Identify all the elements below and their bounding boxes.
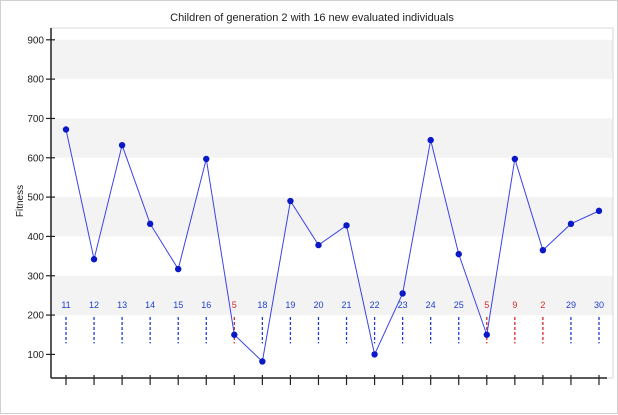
fitness-line (65, 129, 600, 363)
y-tick-label: 400 (27, 232, 44, 243)
data-point (146, 220, 154, 228)
y-axis: 100 200 300 400 500 600 700 800 900 (27, 28, 55, 378)
y-tick-label: 800 (27, 75, 44, 86)
data-point (118, 141, 126, 149)
y-tick-label: 300 (27, 271, 44, 282)
data-point (427, 136, 434, 144)
data-point (175, 265, 182, 273)
individual-label: 18 (257, 300, 267, 310)
y-tick-label: 600 (27, 153, 44, 164)
data-point (483, 331, 490, 338)
data-point (455, 250, 462, 258)
grid-band (51, 39, 613, 80)
individual-label: 25 (454, 300, 464, 310)
y-tick-label: 700 (27, 114, 44, 125)
y-tick-label: 900 (27, 35, 44, 46)
grid-band (51, 197, 613, 237)
fitness-series (65, 129, 600, 363)
individual-label: 23 (398, 300, 408, 310)
individual-label: 22 (370, 300, 380, 310)
individual-label: 15 (173, 300, 183, 310)
individual-label: 30 (594, 300, 604, 310)
data-point (595, 207, 603, 215)
individual-labels: 11 12 13 14 15 16 5 18 19 20 21 22 23 24 25 5 9 2 29 30 (61, 300, 604, 310)
grid-band (51, 275, 613, 316)
data-point (343, 222, 350, 229)
individual-label: 5 (232, 300, 237, 310)
data-point (62, 126, 70, 133)
data-point (371, 351, 378, 358)
data-point (511, 155, 519, 163)
individual-label: 14 (145, 300, 155, 310)
y-tick-label: 100 (27, 350, 44, 361)
data-point (399, 290, 406, 297)
individual-label: 12 (89, 300, 99, 310)
individual-label: 29 (566, 300, 576, 310)
individual-label: 9 (512, 300, 517, 310)
individual-label: 5 (484, 300, 489, 310)
individual-label: 13 (117, 300, 127, 310)
fitness-points (62, 126, 603, 365)
y-axis-label: Fitness (15, 185, 26, 217)
individual-label: 21 (342, 300, 352, 310)
individual-label: 19 (285, 300, 295, 310)
data-point (315, 241, 322, 249)
data-point (567, 220, 575, 228)
grid-band (51, 118, 613, 158)
background-bands (51, 39, 613, 316)
data-point (231, 331, 238, 338)
y-tick-label: 500 (27, 193, 44, 204)
individual-label: 20 (313, 300, 323, 310)
y-tick-label: 200 (27, 311, 44, 322)
data-point (539, 246, 547, 254)
individual-label: 16 (201, 300, 211, 310)
individual-label: 24 (426, 300, 436, 310)
data-point (287, 197, 294, 205)
individual-stems (65, 317, 600, 344)
individual-label: 2 (540, 300, 545, 310)
data-point (90, 256, 98, 263)
data-point (259, 358, 266, 365)
data-point (203, 155, 210, 163)
chart-title: Children of generation 2 with 16 new eva… (170, 12, 454, 24)
x-axis (51, 375, 607, 385)
individual-label: 11 (61, 300, 70, 310)
